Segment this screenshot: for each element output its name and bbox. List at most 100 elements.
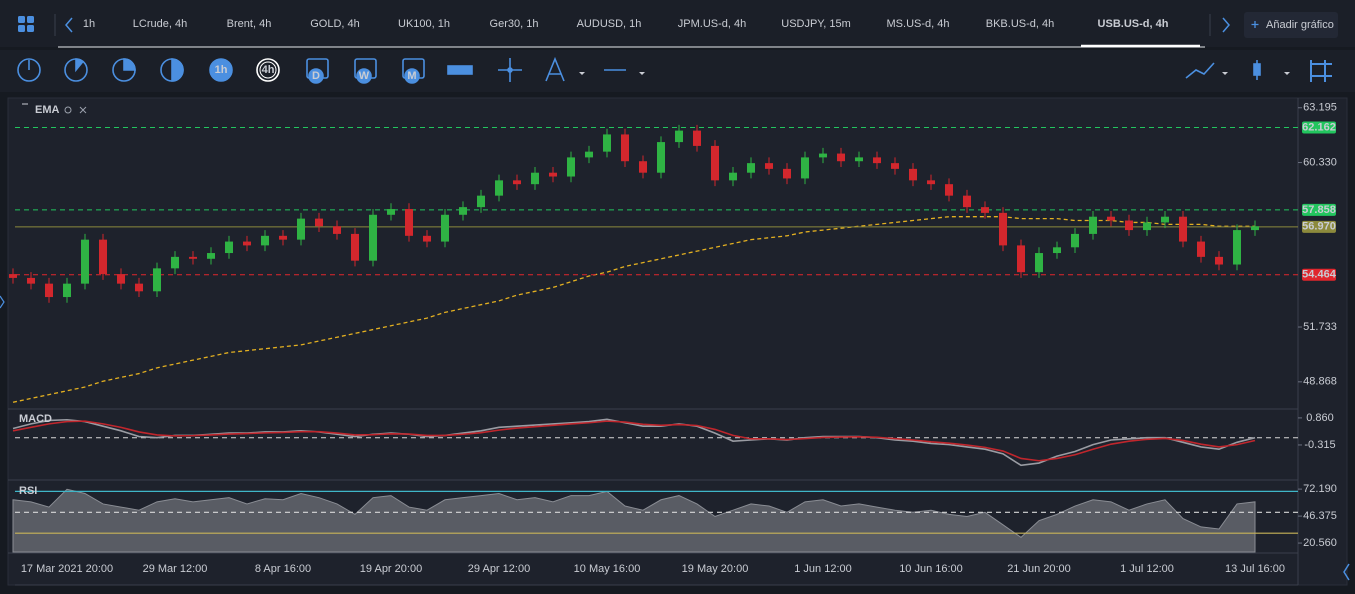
x-tick-label: 19 May 20:00 [682,563,749,575]
candle-body [711,145,719,181]
candle-body [747,163,755,173]
candle-body [945,184,953,196]
x-tick-label: 10 May 16:00 [574,563,641,575]
calendar-d-icon[interactable] [306,58,329,84]
tab-label[interactable]: JPM.US-d, 4h [678,18,746,30]
tab-label[interactable]: GOLD, 4h [310,18,360,30]
indicator-label: EMA [35,104,60,116]
drawing-tool-icon[interactable] [545,56,585,82]
price-label-box [1302,203,1336,216]
candle-body [531,172,539,185]
candle-body [909,168,917,181]
candle-body [693,130,701,146]
indicator-label: RSI [19,485,37,497]
clock-4h-icon[interactable] [256,58,280,82]
y-tick-label: 20.560 [1303,537,1337,549]
ema-line [12,216,1255,403]
tab-label[interactable]: USB.US-d, 4h [1098,18,1169,30]
candle-body [117,274,125,284]
x-tick-label: 21 Jun 20:00 [1007,563,1071,575]
clock-1h-icon[interactable] [209,58,233,82]
candle-body [387,209,395,215]
candle-body [891,163,899,169]
clock-1m-icon[interactable] [17,58,41,82]
candle-body [783,168,791,179]
candle-body [567,157,575,177]
candle-body [855,157,863,162]
candle-body [135,283,143,292]
candle-body [171,256,179,269]
add-chart-button[interactable]: Añadir gráfico [1244,12,1338,38]
candle-body [927,180,935,185]
tab-label[interactable]: UK100, 1h [398,18,450,30]
clock-30m-icon[interactable] [160,58,184,82]
toolbar [0,50,1355,92]
indicator-label: MACD [19,413,52,425]
candle-body [27,277,35,284]
candle-body [9,274,17,278]
candle-body [63,283,71,298]
y-tick-label: 46.375 [1303,510,1337,522]
tab-prev[interactable] [65,17,73,33]
tab-bar [0,0,1355,47]
candle-body [981,207,989,213]
tab-label[interactable]: Brent, 4h [227,18,272,30]
scroll-left[interactable] [0,295,5,309]
candle-body [513,180,521,185]
candle-body [333,226,341,234]
candle-body [1179,216,1187,242]
tab-label[interactable]: AUDUSD, 1h [577,18,642,30]
candle-body [459,207,467,215]
candle-body [1215,256,1223,265]
clock-5m-icon[interactable] [64,58,88,82]
candle-body [1143,222,1151,231]
macd-line [12,420,1256,462]
candle-body [639,161,647,173]
clock-15m-icon[interactable] [112,58,136,82]
close-icon[interactable] [79,106,87,114]
timeframe-label: D [312,70,320,82]
settings-icon[interactable] [64,106,72,114]
ruler-icon[interactable] [447,65,473,75]
timeframe-label: W [359,70,370,82]
tab-label[interactable]: 1h [83,18,95,30]
candle-body [675,130,683,143]
candle-body [1197,241,1205,257]
candle-body [1089,216,1097,234]
x-tick-label: 1 Jun 12:00 [794,563,852,575]
calendar-w-icon[interactable] [354,58,377,84]
price-label: 62.162 [1302,121,1336,133]
x-tick-label: 1 Jul 12:00 [1120,563,1174,575]
crosshair-icon[interactable] [498,58,522,82]
candle-body [999,212,1007,246]
tab-label[interactable]: MS.US-d, 4h [887,18,950,30]
candle-body [297,218,305,240]
tab-label[interactable]: LCrude, 4h [133,18,187,30]
grid-menu-icon[interactable] [18,16,34,32]
x-tick-label: 8 Apr 16:00 [255,563,311,575]
tab-label[interactable]: USDJPY, 15m [781,18,851,30]
candle-body [1053,247,1061,254]
candle-body [801,157,809,179]
candle-body [45,283,53,298]
candle-body [243,241,251,246]
chart-style-icon[interactable] [1185,62,1228,79]
candle-body [405,209,413,236]
candle-body [1107,216,1115,221]
tab-label[interactable]: BKB.US-d, 4h [986,18,1054,30]
candle-body [585,151,593,158]
grid-toggle-icon[interactable] [1310,60,1332,82]
scroll-right[interactable] [1343,563,1350,581]
candle-type-icon[interactable] [1253,60,1290,80]
candle-body [351,233,359,261]
line-style-icon[interactable] [604,69,645,75]
calendar-m-icon[interactable] [402,58,425,84]
candle-body [1233,230,1241,265]
tab-label[interactable]: Ger30, 1h [490,18,539,30]
candle-body [621,134,629,162]
candle-body [99,239,107,275]
candle-body [153,268,161,292]
tab-next[interactable] [1222,17,1230,33]
candle-body [1125,220,1133,231]
